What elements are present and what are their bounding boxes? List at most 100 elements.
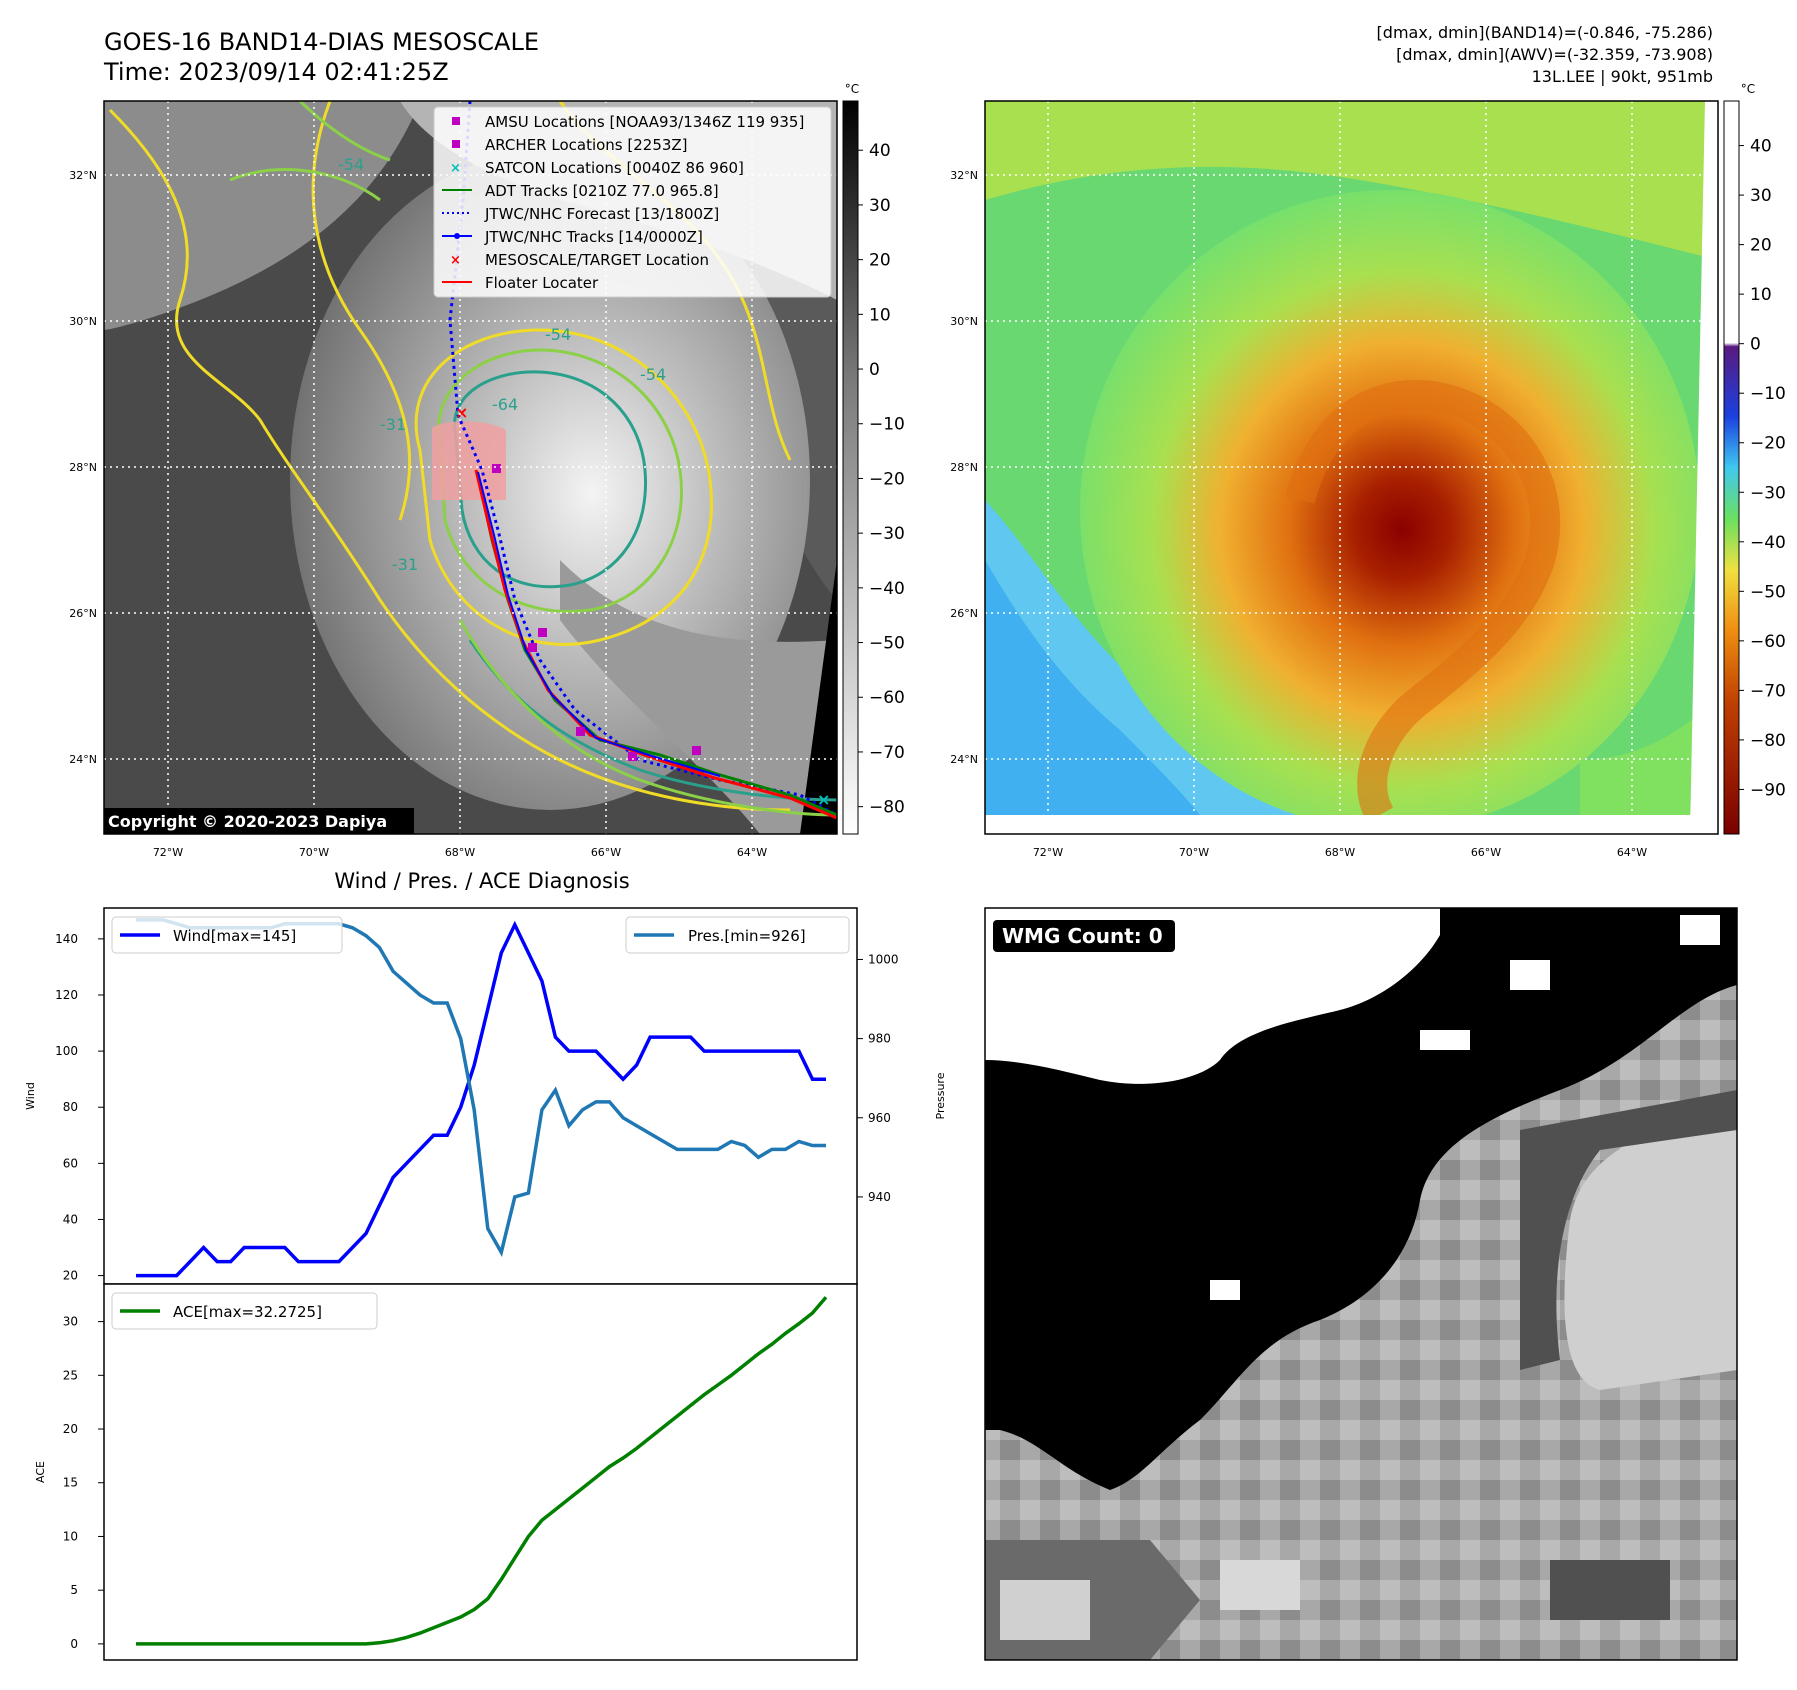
ace-legend: ACE[max=32.2725] bbox=[111, 1292, 378, 1330]
ace-tick-label-4: 20 bbox=[63, 1422, 78, 1436]
left-colorbar-ticks: 40 30 20 10 0 −10 −20 −30 −40 −50 −60 −70 −80 bbox=[858, 141, 905, 818]
wind-legend-label: Wind[max=145] bbox=[173, 927, 296, 945]
left-colorbar-tick-label-4: 0 bbox=[869, 360, 880, 380]
title-line-2: Time: 2023/09/14 02:41:25Z bbox=[103, 58, 449, 86]
wind-tick-label-5: 120 bbox=[55, 988, 78, 1002]
contour-label-5: -31 bbox=[380, 415, 406, 434]
legend-item-archer: ARCHER Locations [2253Z] bbox=[485, 136, 688, 154]
r-lon-label-66w: 66°W bbox=[1471, 846, 1501, 859]
stats-line-1: [dmax, dmin](BAND14)=(-0.846, -75.286) bbox=[1377, 23, 1713, 42]
contour-label-6: -31 bbox=[392, 555, 418, 574]
pressure-tick-label-1: 960 bbox=[868, 1111, 891, 1125]
r-lat-label-24n: 24°N bbox=[950, 753, 978, 766]
r-lat-label-32n: 32°N bbox=[950, 169, 978, 182]
right-colorbar-tick-label-3: 10 bbox=[1750, 285, 1772, 305]
wind-axis-ticks: 20 40 60 80 100 120 140 bbox=[55, 932, 104, 1283]
wind-pressure-chart: 20 40 60 80 100 120 140 940 960 980 1000 Wind Pre… bbox=[24, 907, 947, 1285]
ace-series-line bbox=[136, 1296, 828, 1646]
ace-tick-label-3: 15 bbox=[63, 1476, 78, 1490]
right-colorbar bbox=[1723, 100, 1740, 835]
diag-title: Wind / Pres. / ACE Diagnosis bbox=[334, 869, 629, 893]
wind-axis-label: Wind bbox=[24, 1082, 37, 1110]
svg-text:×: × bbox=[817, 790, 830, 809]
legend-item-tracks: JTWC/NHC Tracks [14/0000Z] bbox=[484, 228, 703, 246]
ace-tick-label-5: 25 bbox=[63, 1368, 78, 1382]
svg-text:×: × bbox=[450, 161, 461, 176]
lat-label-28n: 28°N bbox=[69, 461, 97, 474]
left-colorbar-tick-label-2: 20 bbox=[869, 251, 891, 271]
lat-label-32n: 32°N bbox=[69, 169, 97, 182]
ace-legend-label: ACE[max=32.2725] bbox=[173, 1303, 322, 1321]
legend-item-adt: ADT Tracks [0210Z 77.0 965.8] bbox=[485, 182, 719, 200]
ace-tick-label-0: 0 bbox=[70, 1637, 78, 1651]
r-lat-label-26n: 26°N bbox=[950, 607, 978, 620]
right-colorbar-tick-label-6: −20 bbox=[1750, 434, 1786, 454]
legend-item-amsu: AMSU Locations [NOAA93/1346Z 119 935] bbox=[485, 113, 804, 131]
pressure-tick-label-3: 1000 bbox=[868, 952, 899, 966]
lon-label-64w: 64°W bbox=[737, 846, 767, 859]
left-colorbar-tick-label-10: −60 bbox=[869, 688, 905, 708]
svg-text:×: × bbox=[455, 403, 468, 422]
left-colorbar-tick-label-6: −20 bbox=[869, 469, 905, 489]
right-colorbar-tick-label-4: 0 bbox=[1750, 335, 1761, 355]
left-colorbar-tick-label-0: 40 bbox=[869, 141, 891, 161]
wind-tick-label-2: 60 bbox=[63, 1156, 78, 1170]
legend-item-target: MESOSCALE/TARGET Location bbox=[485, 251, 709, 269]
lon-label-66w: 66°W bbox=[591, 846, 621, 859]
pressure-tick-label-2: 980 bbox=[868, 1032, 891, 1046]
contour-label-4: -64 bbox=[492, 395, 518, 414]
svg-text:×: × bbox=[450, 253, 461, 268]
left-colorbar-tick-label-7: −30 bbox=[869, 524, 905, 544]
right-colorbar-tick-label-7: −30 bbox=[1750, 483, 1786, 503]
right-colorbar-tick-label-11: −70 bbox=[1750, 681, 1786, 701]
r-lon-label-68w: 68°W bbox=[1325, 846, 1355, 859]
left-colorbar-tick-label-9: −50 bbox=[869, 634, 905, 654]
right-colorbar-ticks: 40 30 20 10 0 −10 −20 −30 −40 −50 −60 −70 −80 −90 bbox=[1739, 137, 1786, 800]
ace-axis-ticks: 0 5 10 15 20 25 30 bbox=[63, 1315, 104, 1651]
left-colorbar-unit: °C bbox=[845, 82, 859, 96]
right-colorbar-tick-label-13: −90 bbox=[1750, 780, 1786, 800]
contour-label-2: -54 bbox=[545, 325, 571, 344]
wmg-count-label: WMG Count: 0 bbox=[1002, 924, 1163, 948]
pressure-tick-label-0: 940 bbox=[868, 1190, 891, 1204]
lat-label-30n: 30°N bbox=[69, 315, 97, 328]
stats-line-2: [dmax, dmin](AWV)=(-32.359, -73.908) bbox=[1396, 45, 1713, 64]
right-colorbar-tick-label-2: 20 bbox=[1750, 236, 1772, 256]
legend-item-satcon: SATCON Locations [0040Z 86 960] bbox=[485, 159, 744, 177]
ace-tick-label-6: 30 bbox=[63, 1315, 78, 1329]
copyright-label: Copyright © 2020-2023 Dapiya bbox=[108, 812, 387, 831]
pressure-axis-ticks: 940 960 980 1000 bbox=[857, 952, 899, 1204]
wind-tick-label-0: 20 bbox=[63, 1269, 78, 1283]
ace-tick-label-2: 10 bbox=[63, 1529, 78, 1543]
left-colorbar-tick-label-11: −70 bbox=[869, 743, 905, 763]
r-lat-label-28n: 28°N bbox=[950, 461, 978, 474]
legend-item-forecast: JTWC/NHC Forecast [13/1800Z] bbox=[484, 205, 719, 223]
pressure-legend-label: Pres.[min=926] bbox=[688, 927, 806, 945]
lat-label-24n: 24°N bbox=[69, 753, 97, 766]
right-colorbar-tick-label-9: −50 bbox=[1750, 582, 1786, 602]
r-lat-label-30n: 30°N bbox=[950, 315, 978, 328]
pressure-axis-label: Pressure bbox=[934, 1072, 947, 1119]
right-colorbar-tick-label-12: −80 bbox=[1750, 731, 1786, 751]
pressure-legend: Pres.[min=926] bbox=[625, 916, 850, 954]
right-colorbar-tick-label-5: −10 bbox=[1750, 384, 1786, 404]
left-map-panel: -54 -54 -54 -64 -31 -31 × × bbox=[69, 82, 905, 859]
ace-axis-label: ACE bbox=[34, 1461, 47, 1483]
contour-label-3: -54 bbox=[640, 365, 666, 384]
wmg-panel: WMG Count: 0 bbox=[984, 907, 1738, 1661]
right-map-imagery bbox=[985, 101, 1718, 834]
contour-label-1: -54 bbox=[338, 155, 364, 174]
ace-tick-label-1: 5 bbox=[70, 1583, 78, 1597]
left-colorbar-tick-label-5: −10 bbox=[869, 415, 905, 435]
left-colorbar bbox=[842, 100, 859, 835]
left-colorbar-tick-label-12: −80 bbox=[869, 798, 905, 818]
r-lon-label-70w: 70°W bbox=[1179, 846, 1209, 859]
right-colorbar-tick-label-8: −40 bbox=[1750, 533, 1786, 553]
left-colorbar-tick-label-1: 30 bbox=[869, 196, 891, 216]
lon-label-68w: 68°W bbox=[445, 846, 475, 859]
stats-line-3: 13L.LEE | 90kt, 951mb bbox=[1532, 67, 1713, 86]
title-line-1: GOES-16 BAND14-DIAS MESOSCALE bbox=[104, 28, 539, 56]
right-colorbar-tick-label-10: −60 bbox=[1750, 632, 1786, 652]
lat-label-26n: 26°N bbox=[69, 607, 97, 620]
